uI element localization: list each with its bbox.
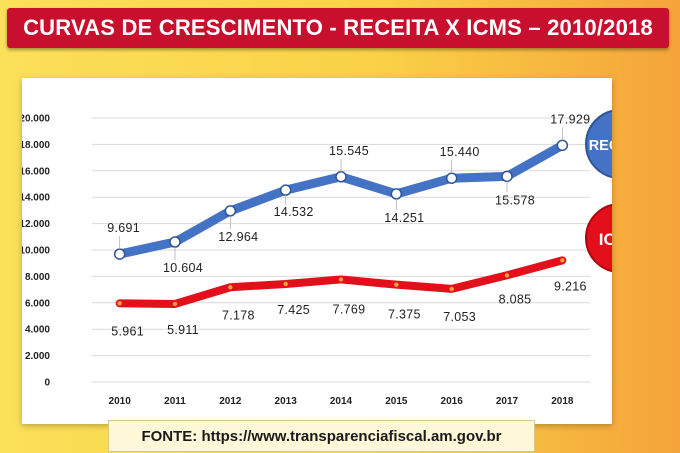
y-tick-label: 20.000 bbox=[22, 114, 50, 125]
icms-data-label: 7.425 bbox=[277, 303, 310, 317]
icms-data-label: 7.178 bbox=[222, 308, 255, 322]
receita-data-label: 12.964 bbox=[218, 230, 258, 244]
source-note: FONTE: https://www.transparenciafiscal.a… bbox=[108, 420, 535, 452]
x-tick-label: 2010 bbox=[109, 396, 132, 407]
icms-point bbox=[394, 282, 399, 287]
receita-legend-label: RECEITA bbox=[589, 138, 612, 154]
chart-title: CURVAS DE CRESCIMENTO - RECEITA X ICMS –… bbox=[7, 8, 669, 48]
y-tick-label: 2.000 bbox=[25, 351, 50, 362]
receita-point bbox=[445, 172, 458, 184]
receita-point bbox=[390, 188, 403, 200]
icms-data-label: 7.375 bbox=[388, 308, 421, 322]
icms-data-label: 5.911 bbox=[167, 323, 199, 337]
y-tick-label: 16.000 bbox=[22, 166, 50, 177]
icms-legend-badge bbox=[585, 203, 612, 273]
x-tick-label: 2013 bbox=[275, 396, 298, 407]
receita-point bbox=[279, 184, 292, 196]
y-tick-label: 0 bbox=[44, 378, 50, 389]
receita-data-label: 9.691 bbox=[107, 221, 140, 235]
x-tick-label: 2012 bbox=[219, 396, 242, 407]
icms-point bbox=[504, 273, 510, 278]
icms-point bbox=[449, 286, 454, 292]
x-tick-label: 2014 bbox=[330, 396, 353, 407]
line-chart: 0 2.000 4.000 6.000 8.000 10.000 12.000 14.000 1… bbox=[22, 109, 612, 407]
y-tick-label: 14.000 bbox=[22, 193, 50, 204]
y-tick-label: 6.000 bbox=[25, 298, 50, 309]
x-tick-label: 2011 bbox=[164, 396, 186, 407]
y-tick-label: 8.000 bbox=[25, 272, 50, 283]
icms-data-label: 8.085 bbox=[499, 292, 532, 306]
icms-legend-label: ICMS bbox=[599, 230, 612, 249]
receita-point bbox=[169, 236, 181, 248]
receita-point bbox=[224, 205, 237, 217]
icms-data-label: 7.053 bbox=[443, 310, 476, 324]
x-tick-label: 2015 bbox=[385, 396, 408, 407]
chart-panel: 0 2.000 4.000 6.000 8.000 10.000 12.000 14.000 1… bbox=[22, 78, 612, 424]
receita-data-label: 17.929 bbox=[550, 112, 590, 126]
y-tick-label: 18.000 bbox=[22, 140, 50, 151]
receita-point bbox=[335, 171, 347, 183]
receita-data-label: 14.251 bbox=[384, 211, 424, 225]
icms-data-label: 7.769 bbox=[333, 302, 366, 316]
icms-point bbox=[283, 281, 288, 287]
icms-point bbox=[228, 285, 233, 290]
receita-point bbox=[556, 139, 569, 152]
receita-data-label: 15.545 bbox=[329, 144, 369, 158]
x-tick-label: 2016 bbox=[441, 396, 464, 407]
receita-data-label: 15.578 bbox=[495, 193, 535, 207]
receita-point bbox=[113, 248, 126, 260]
icms-point bbox=[338, 277, 344, 282]
receita-data-label: 14.532 bbox=[274, 205, 314, 219]
y-tick-label: 10.000 bbox=[22, 246, 50, 257]
icms-point bbox=[560, 258, 565, 263]
x-tick-label: 2017 bbox=[496, 396, 519, 407]
y-tick-label: 4.000 bbox=[25, 325, 50, 336]
y-tick-label: 12.000 bbox=[22, 219, 50, 230]
icms-data-label: 5.961 bbox=[111, 324, 144, 338]
icms-data-label: 9.216 bbox=[554, 279, 587, 293]
receita-data-label: 10.604 bbox=[163, 261, 203, 275]
icms-point bbox=[172, 301, 178, 307]
icms-point bbox=[117, 301, 122, 306]
receita-point bbox=[501, 170, 513, 183]
receita-data-label: 15.440 bbox=[440, 145, 480, 159]
receita-legend-badge bbox=[585, 109, 612, 179]
x-tick-label: 2018 bbox=[551, 396, 574, 407]
